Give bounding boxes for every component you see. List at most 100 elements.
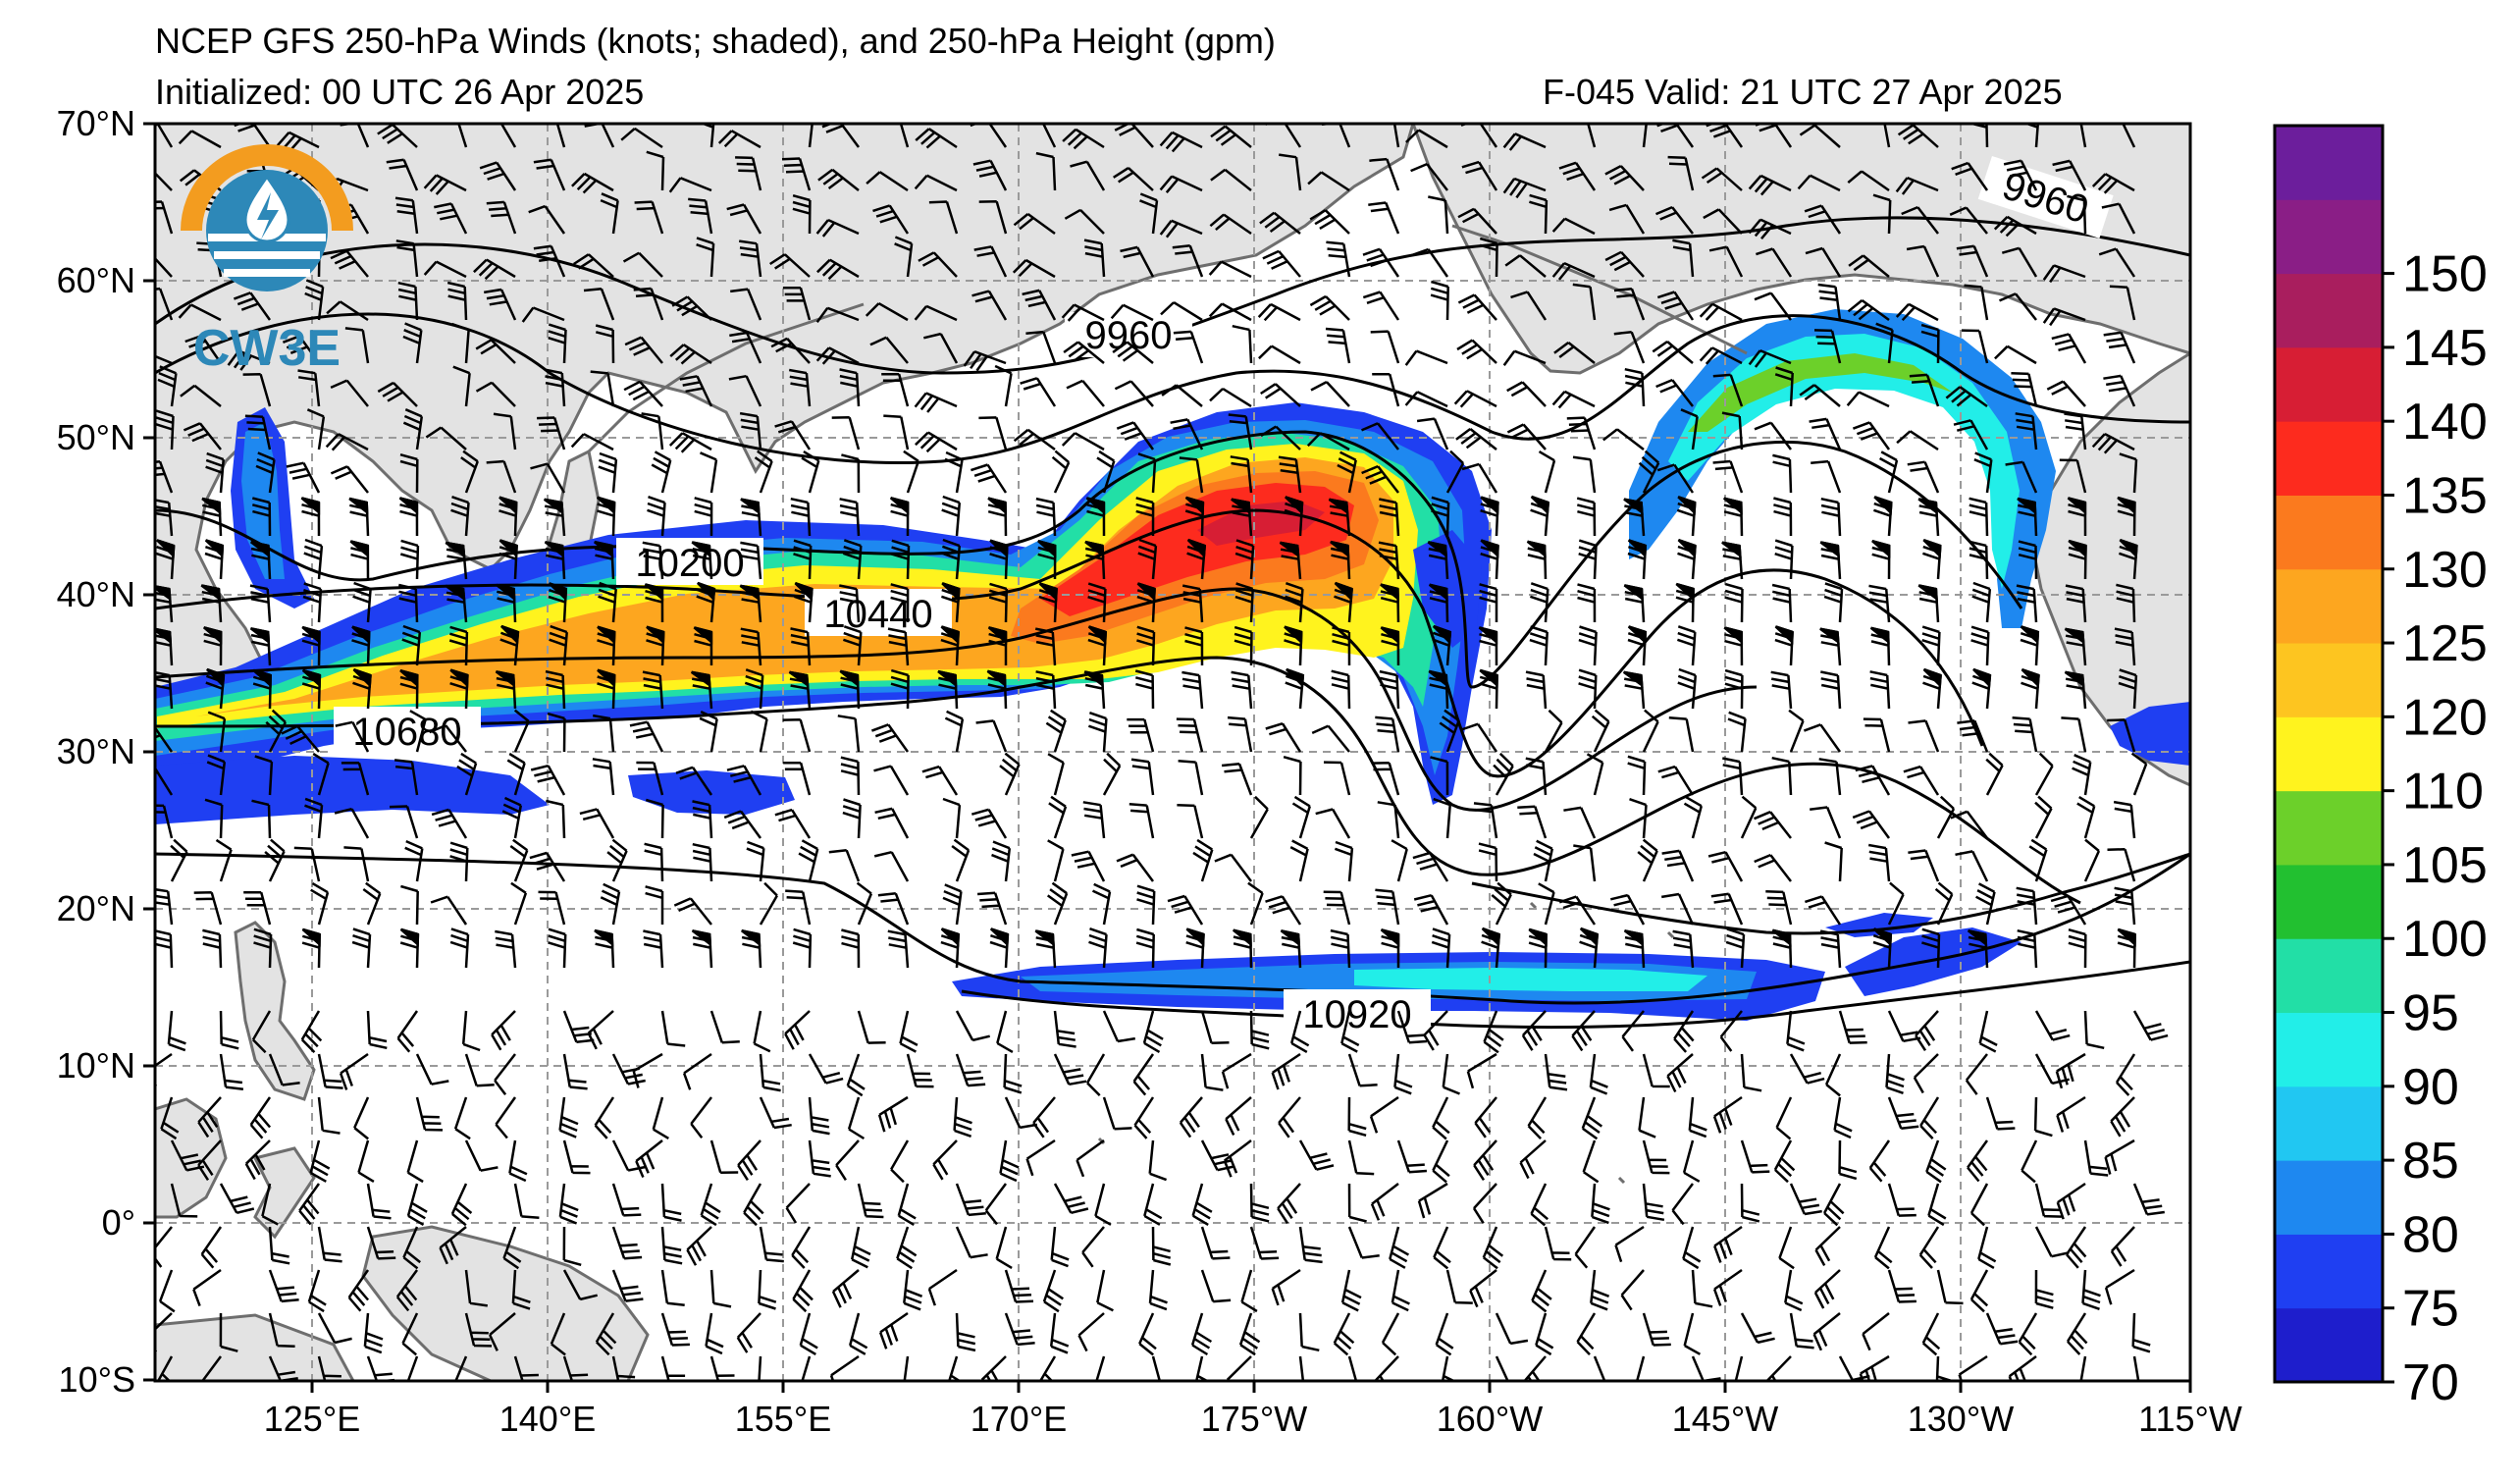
- colorbar-swatch: [2275, 790, 2383, 866]
- wind-barb: [1159, 219, 1203, 238]
- wind-barb: [533, 158, 566, 191]
- wind-barb: [629, 720, 664, 753]
- wind-barb: [1032, 1096, 1056, 1139]
- wind-barb: [728, 374, 762, 407]
- wind-barb: [1978, 1010, 1998, 1053]
- wind-barb-flag: [301, 625, 321, 645]
- wind-barb: [1370, 330, 1400, 364]
- land-philippines: [234, 921, 316, 1101]
- wind-barb: [453, 1096, 471, 1140]
- wind-barb-flag: [200, 584, 222, 602]
- wind-barb: [622, 251, 663, 278]
- wind-barb: [1602, 428, 1645, 450]
- wind-barb: [1908, 719, 1940, 753]
- wind-barb: [156, 1355, 174, 1381]
- wind-barb: [415, 1096, 444, 1132]
- wind-barb: [2064, 412, 2087, 450]
- wind-barb: [1112, 341, 1154, 364]
- wind-barb: [1378, 541, 1400, 580]
- wind-barb: [1957, 719, 1989, 753]
- wind-barb: [1621, 1010, 1645, 1052]
- wind-barb: [399, 539, 420, 580]
- wind-barb: [1652, 340, 1694, 364]
- wind-barb: [651, 450, 672, 494]
- coast-pacific-islands: [1097, 901, 1675, 1185]
- wind-barb: [1309, 209, 1350, 235]
- wind-barb: [669, 344, 712, 365]
- wind-barb: [1393, 1053, 1413, 1095]
- wind-barb: [643, 929, 664, 969]
- wind-barb: [1637, 838, 1658, 882]
- contour-10560: [155, 587, 1758, 812]
- wind-barb: [647, 496, 666, 537]
- wind-barb: [1529, 193, 1549, 235]
- wind-barb: [170, 1183, 198, 1218]
- wind-barb: [2115, 1053, 2136, 1096]
- wind-barb-flag: [1579, 927, 1600, 947]
- wind-barb: [1179, 1096, 1203, 1139]
- wind-barb: [932, 1139, 958, 1181]
- colorbar: [2275, 126, 2383, 1383]
- wind-barb: [206, 754, 227, 796]
- wind-barb: [1848, 254, 1890, 278]
- wind-barb: [746, 840, 765, 882]
- wind-barb: [255, 451, 276, 494]
- wind-barb: [1754, 291, 1793, 321]
- wind-barb-flag: [1677, 539, 1697, 558]
- wind-barb: [792, 1269, 814, 1313]
- wind-barb: [1330, 928, 1351, 969]
- wind-barb: [555, 124, 566, 148]
- map-title: NCEP GFS 250-hPa Winds (knots; shaded), …: [155, 21, 1276, 61]
- wind-barb-flag: [1286, 667, 1305, 688]
- wind-barb: [395, 239, 419, 278]
- wind-barb: [1965, 1053, 1988, 1095]
- wind-barb: [1025, 1139, 1056, 1177]
- wind-barb-flag: [597, 625, 616, 645]
- wind-barb: [1249, 795, 1269, 839]
- wind-barb: [1921, 927, 1941, 969]
- wind-barb: [1591, 709, 1610, 753]
- wind-barb: [915, 431, 958, 453]
- wind-barb: [1495, 1355, 1509, 1381]
- wind-barb: [502, 1226, 522, 1270]
- wind-barb-flag: [1380, 626, 1400, 645]
- wind-barb: [1413, 893, 1449, 926]
- wind-barb: [395, 1269, 419, 1312]
- wind-barb: [1724, 582, 1744, 623]
- wind-barb: [1347, 1226, 1380, 1259]
- wind-barb-flag: [544, 541, 565, 558]
- wind-barb: [881, 372, 910, 407]
- wind-barb: [641, 412, 664, 450]
- wind-barb: [400, 884, 419, 926]
- wind-barb: [1578, 625, 1598, 666]
- wind-barb: [717, 130, 761, 149]
- wind-barb: [494, 1053, 516, 1095]
- wind-barb: [955, 1312, 976, 1352]
- wind-barb: [1133, 1096, 1155, 1139]
- logo-wave-3: [224, 269, 310, 277]
- wind-barb: [1238, 1312, 1261, 1356]
- wind-barb: [1061, 432, 1105, 451]
- colorbar-label: 95: [2402, 985, 2459, 1042]
- wind-barb-flag: [351, 625, 371, 645]
- wind-barb: [483, 288, 517, 321]
- wind-barb: [816, 258, 860, 281]
- wind-barb: [1221, 1052, 1252, 1089]
- wind-barb: [268, 1355, 298, 1381]
- wind-barb: [2116, 583, 2136, 623]
- colorbar-swatch: [2275, 1086, 2383, 1161]
- wind-barb-flag: [1380, 583, 1399, 602]
- wind-barb: [155, 256, 173, 278]
- wind-barb-flag: [691, 541, 711, 558]
- wind-barb: [1035, 670, 1057, 710]
- wind-barb: [750, 710, 768, 753]
- wind-barb: [1642, 1183, 1665, 1222]
- wind-barb: [1457, 207, 1497, 235]
- wind-barb-flag: [1083, 670, 1104, 688]
- wind-barb: [219, 1010, 239, 1050]
- wind-barb-flag: [987, 497, 1008, 515]
- wind-barb: [791, 1226, 812, 1269]
- wind-barb: [457, 124, 468, 148]
- wind-barb-flag: [1478, 626, 1498, 645]
- tropical-band-core: [1354, 968, 1707, 991]
